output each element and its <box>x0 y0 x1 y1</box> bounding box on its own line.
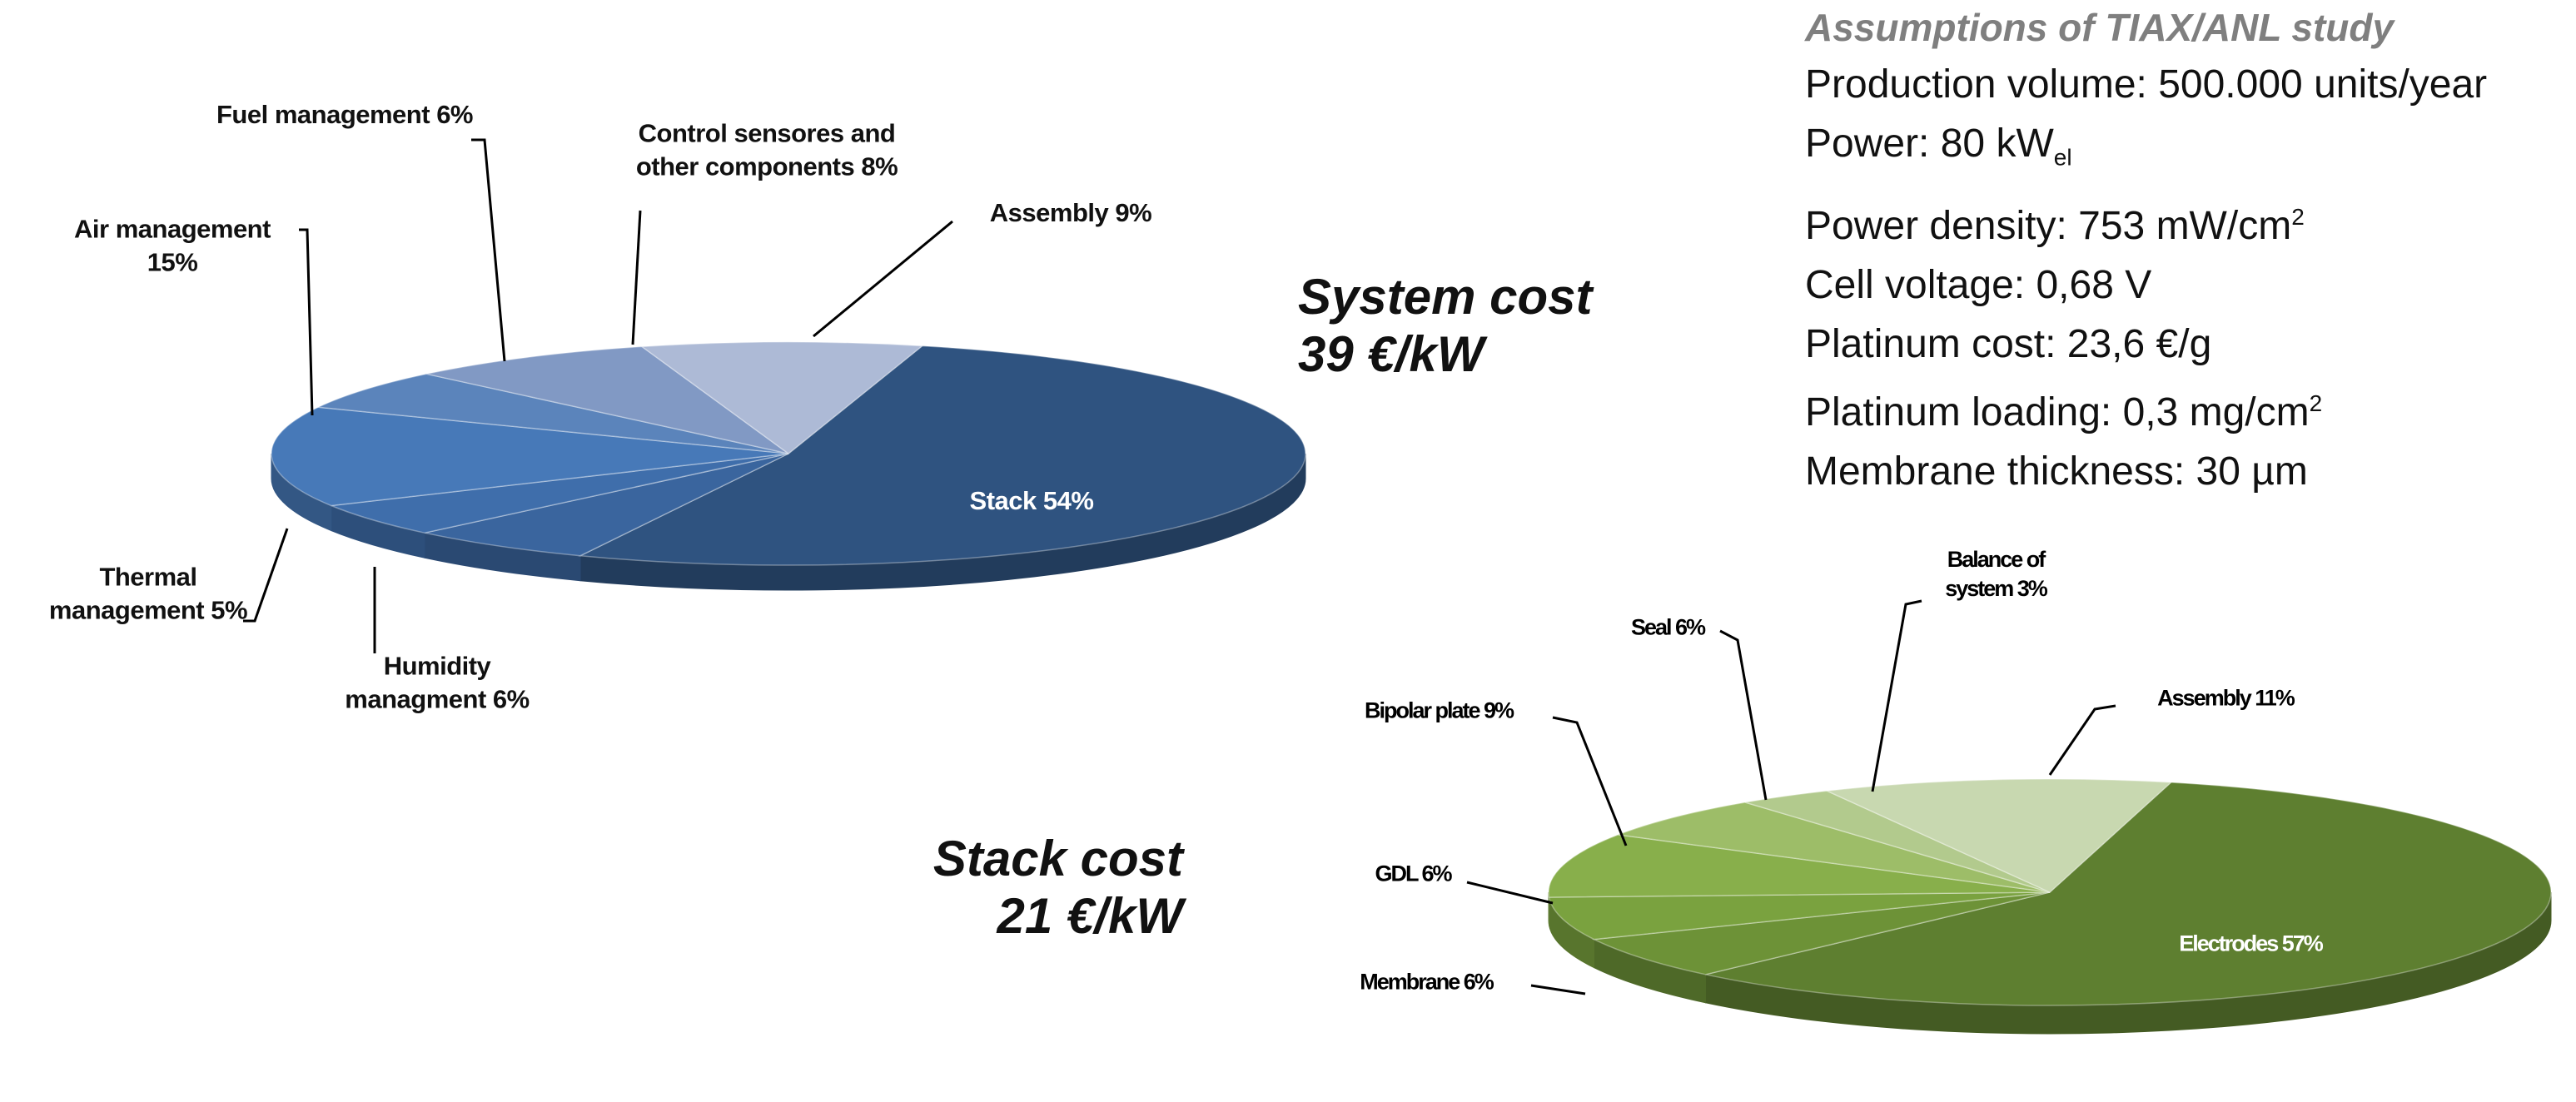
slice-value: 6% <box>1675 614 1706 640</box>
leader-line <box>1552 716 1628 846</box>
slice-label: Assembly 9% <box>962 196 1179 230</box>
slice-value: 6% <box>492 685 530 714</box>
slice-label: Stack 54% <box>907 484 1156 518</box>
assumption-text: Membrane thickness: 30 µm <box>1805 449 2308 494</box>
slice <box>1548 891 2051 941</box>
assumption-line: Power density: 753 mW/cm2 <box>1805 187 2563 256</box>
assumption-text: Cell voltage: 0,68 V <box>1805 262 2152 307</box>
chart-subtitle: 21 €/kW <box>997 888 1183 944</box>
leader-line <box>299 228 314 416</box>
slice-category: Assembly <box>989 197 1109 227</box>
slice <box>1705 782 2552 1006</box>
slice-value: 5% <box>211 596 248 625</box>
slice <box>1824 778 2173 893</box>
slice-category: Balance of system <box>1945 546 2046 601</box>
assumption-text: Power: 80 kW <box>1805 122 2054 166</box>
assumption-text: Platinum loading: 0,3 mg/cm <box>1805 390 2310 434</box>
assumption-line: Power: 80 kWel <box>1805 114 2563 187</box>
chart-title: Stack cost <box>932 831 1183 886</box>
slice <box>331 453 789 534</box>
leader-line <box>243 528 289 623</box>
leader-line <box>1530 984 1586 995</box>
assumption-text: Power density: 753 mW/cm <box>1805 203 2292 248</box>
superscript: 2 <box>2309 390 2323 416</box>
slice <box>639 341 924 454</box>
leader-line <box>1871 599 1922 792</box>
chart-title: System cost <box>1298 269 1593 325</box>
slice-category: Assembly <box>2157 685 2252 711</box>
assumptions: Assumptions of TIAX/ANL study Production… <box>1805 0 2563 501</box>
leader-line <box>631 210 642 345</box>
assumption-line: Platinum cost: 23,6 €/g <box>1805 315 2563 374</box>
superscript: 2 <box>2291 203 2305 230</box>
chart-title-block: Stack cost 21 €/kW <box>933 830 1183 945</box>
slice <box>1548 834 2051 898</box>
slice-category: Air management <box>74 214 271 244</box>
assumption-line: Platinum loading: 0,3 mg/cm2 <box>1805 374 2563 442</box>
slice-label: Humidity managment 6% <box>312 650 562 717</box>
slice-value: 15% <box>147 248 198 277</box>
slice-category: Control sensores and other components <box>635 118 896 181</box>
slice-category: Electrodes <box>2179 931 2279 956</box>
slice-value: 57% <box>2281 931 2324 956</box>
slice <box>426 345 789 454</box>
assumption-list: Production volume: 500.000 units/year Pow… <box>1805 55 2563 501</box>
slice-value: 6% <box>1463 969 1494 995</box>
slice-value: 54% <box>1042 485 1094 515</box>
slice-label: Electrodes 57% <box>2126 929 2375 958</box>
slice <box>1744 790 2051 893</box>
slice <box>271 406 789 507</box>
slice <box>578 345 1306 566</box>
slice-category: Fuel management <box>216 99 430 129</box>
slice-label: Seal 6% <box>1605 613 1730 642</box>
slice-side <box>271 453 332 532</box>
slice-value: 9% <box>1115 197 1152 227</box>
slice <box>316 373 789 454</box>
slice-label: GDL 6% <box>1350 859 1475 888</box>
assumption-text: Production volume: 500.000 units/year <box>1805 62 2488 107</box>
leader-line <box>1466 881 1554 905</box>
slice-value: 9% <box>1484 697 1514 723</box>
slice-value: 6% <box>1421 861 1453 886</box>
slice <box>1618 802 2051 893</box>
slice-category: Stack <box>969 485 1037 515</box>
assumption-line: Membrane thickness: 30 µm <box>1805 442 2563 501</box>
leader-line <box>813 220 953 338</box>
slice-label: Thermal management 5% <box>23 561 273 628</box>
slice-category: Membrane <box>1360 969 1460 995</box>
slice-label: Fuel management 6% <box>211 98 478 132</box>
assumption-text: Platinum cost: 23,6 €/g <box>1805 321 2212 366</box>
slice-label: Control sensores and other components 8% <box>634 117 900 185</box>
slice-label: Membrane 6% <box>1318 967 1534 996</box>
slice-value: 3% <box>2017 576 2048 601</box>
slice-category: Thermal management <box>48 562 205 625</box>
assumptions-title: Assumptions of TIAX/ANL study <box>1805 6 2394 49</box>
slice-category: Bipolar plate <box>1364 697 1481 723</box>
leader-line <box>471 138 506 362</box>
leader-line <box>1719 629 1768 801</box>
slice-category: GDL <box>1375 861 1418 886</box>
slice-value: 8% <box>861 152 898 181</box>
slice-label: Assembly 11% <box>2109 683 2342 712</box>
chart-subtitle: 39 €/kW <box>1298 326 1484 382</box>
slice-value: 11% <box>2255 685 2295 711</box>
slice <box>424 453 789 557</box>
slice-category: Seal <box>1630 614 1673 640</box>
chart-title-block: System cost 39 €/kW <box>1298 268 1593 383</box>
slice-label: Balance of system 3% <box>1917 545 2075 603</box>
slice-category: Humidity managment <box>345 651 491 714</box>
leader-line <box>2048 704 2116 776</box>
slice-label: Air management 15% <box>47 213 297 280</box>
subscript: el <box>2053 144 2072 171</box>
slice <box>1591 891 2051 975</box>
assumption-line: Production volume: 500.000 units/year <box>1805 55 2500 114</box>
slice-label: Bipolar plate 9% <box>1314 696 1564 725</box>
assumption-line: Cell voltage: 0,68 V <box>1805 256 2563 315</box>
slice-value: 6% <box>436 99 473 129</box>
